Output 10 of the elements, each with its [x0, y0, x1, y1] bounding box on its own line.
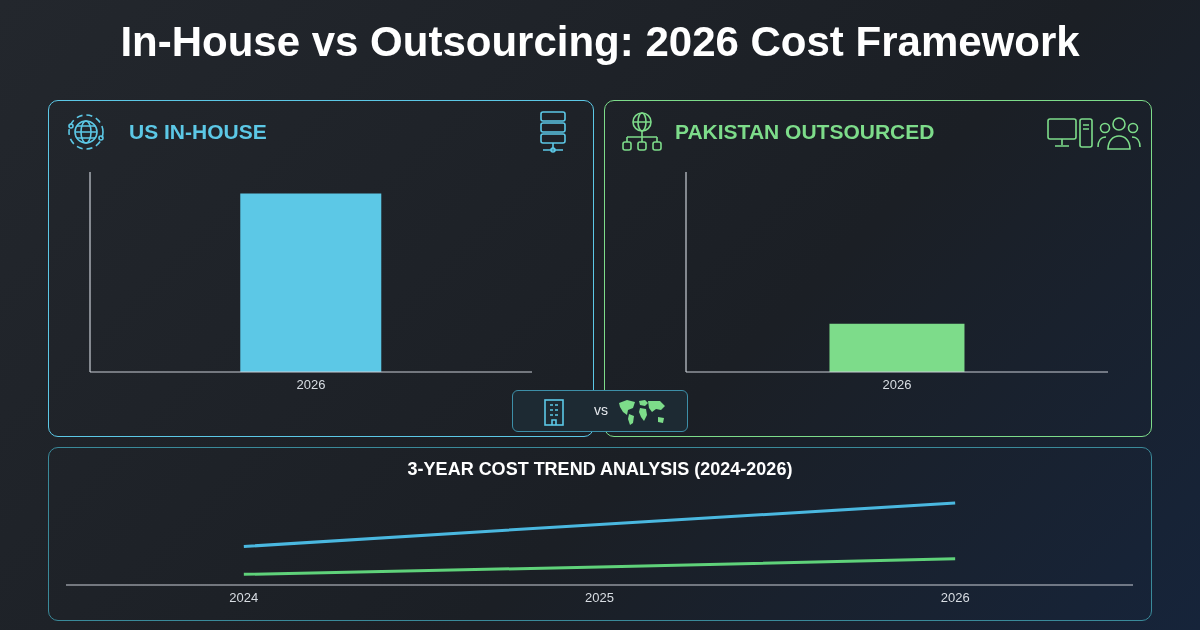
comparison-badge: vs	[512, 390, 688, 432]
legend-label: US IN-HOUSE	[129, 120, 267, 144]
x-tick-label: 2026	[296, 377, 326, 393]
x-tick-label: 2026	[882, 377, 912, 393]
chart-title: 3-YEAR COST TREND ANALYSIS (2024-2026)	[406, 459, 794, 480]
legend-label: PAKISTAN OUTSOURCED	[675, 120, 935, 144]
chart-title: In-House vs Outsourcing: 2026 Cost Framework	[119, 18, 1081, 66]
x-tick-label: 2025	[585, 590, 614, 606]
x-tick-label: 2024	[229, 590, 259, 606]
x-tick-label: 2026	[940, 590, 970, 606]
